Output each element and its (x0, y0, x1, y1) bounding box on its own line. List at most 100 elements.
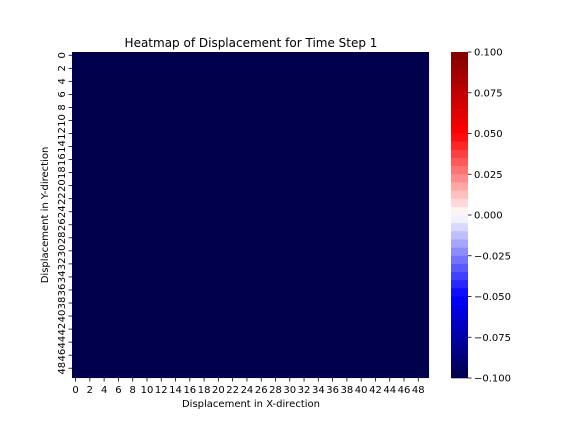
heatmap-cell (414, 58, 422, 66)
heatmap-cell (371, 306, 380, 313)
heatmap-cell (336, 65, 344, 72)
heatmap-cell (371, 52, 380, 59)
heatmap-cell (214, 280, 222, 287)
heatmap-cell (300, 162, 308, 170)
heatmap-cell (400, 215, 408, 222)
heatmap-cell (214, 358, 222, 366)
heatmap-cell (114, 260, 123, 268)
heatmap-cell (236, 299, 244, 307)
heatmap-cell (179, 364, 187, 372)
heatmap-cell (193, 195, 201, 203)
heatmap-cell (107, 136, 115, 144)
heatmap-cell (293, 195, 301, 203)
heatmap-cell (86, 260, 94, 268)
heatmap-cell (421, 104, 430, 111)
heatmap-cell (86, 306, 94, 313)
heatmap-cell (150, 338, 158, 346)
heatmap-cell (157, 195, 165, 203)
heatmap-cell (257, 306, 265, 313)
heatmap-cell (321, 254, 330, 261)
heatmap-cell (279, 299, 287, 307)
heatmap-cell (114, 351, 123, 359)
heatmap-cell (400, 117, 408, 124)
heatmap-cell (393, 319, 401, 326)
heatmap-cell (114, 241, 123, 248)
heatmap-cell (164, 188, 173, 196)
heatmap-cell (343, 201, 351, 209)
heatmap-cell (79, 312, 87, 320)
heatmap-cell (279, 136, 287, 144)
heatmap-cell (157, 280, 165, 287)
heatmap-cell (200, 123, 208, 131)
heatmap-cell (243, 130, 251, 137)
heatmap-cell (157, 162, 165, 170)
heatmap-cell (386, 123, 394, 131)
heatmap-cell (307, 110, 315, 118)
colorbar-band (451, 133, 468, 142)
heatmap-cell (250, 71, 258, 79)
heatmap-cell (364, 71, 372, 79)
heatmap-cell (293, 123, 301, 131)
heatmap-cell (343, 130, 351, 137)
heatmap-cell (414, 247, 422, 255)
heatmap-cell (171, 91, 180, 98)
heatmap-cell (386, 299, 394, 307)
heatmap-cell (193, 149, 201, 157)
heatmap-cell (100, 351, 108, 359)
colorbar-band (451, 239, 468, 248)
heatmap-cell (100, 58, 108, 66)
heatmap-cell (129, 175, 137, 183)
x-tick-label: 0 (72, 385, 78, 396)
heatmap-cell (221, 286, 230, 294)
heatmap-cell (107, 215, 115, 222)
heatmap-cell (164, 332, 173, 339)
y-tick-label: 14 (57, 140, 68, 153)
y-tick-label: 4 (57, 78, 68, 84)
heatmap-cell (200, 351, 208, 359)
heatmap-cell (250, 241, 258, 248)
heatmap-cell (329, 299, 337, 307)
heatmap-cell (321, 215, 330, 222)
heatmap-cell (350, 52, 358, 59)
heatmap-cell (264, 351, 272, 359)
heatmap-cell (193, 169, 201, 176)
heatmap-cell (407, 52, 415, 59)
heatmap-cell (357, 345, 365, 352)
heatmap-cell (329, 110, 337, 118)
heatmap-cell (72, 299, 80, 307)
heatmap-cell (407, 254, 415, 261)
heatmap-cell (271, 84, 280, 92)
heatmap-cell (386, 169, 394, 176)
heatmap-cell (129, 280, 137, 287)
heatmap-cell (371, 97, 380, 105)
heatmap-cell (350, 228, 358, 235)
heatmap-cell (129, 65, 137, 72)
heatmap-cell (93, 136, 101, 144)
heatmap-cell (407, 215, 415, 222)
heatmap-cell (400, 228, 408, 235)
heatmap-cell (314, 273, 322, 281)
heatmap-cell (250, 156, 258, 163)
heatmap-cell (279, 143, 287, 150)
heatmap-cell (129, 188, 137, 196)
heatmap-cell (193, 65, 201, 72)
heatmap-cell (72, 332, 80, 339)
heatmap-cell (236, 52, 244, 59)
heatmap-cell (421, 254, 430, 261)
heatmap-cell (129, 91, 137, 98)
heatmap-cell (186, 169, 194, 176)
heatmap-cell (293, 182, 301, 189)
colorbar-tick-label: 0.050 (474, 129, 503, 140)
x-tick-label: 4 (101, 385, 107, 396)
heatmap-cell (407, 221, 415, 229)
heatmap-cell (307, 254, 315, 261)
heatmap-cell (229, 182, 237, 189)
heatmap-cell (171, 371, 180, 379)
heatmap-cell (121, 136, 130, 144)
heatmap-cell (379, 208, 387, 216)
heatmap-cell (100, 364, 108, 372)
heatmap-cell (264, 208, 272, 216)
heatmap-cell (257, 188, 265, 196)
heatmap-cell (371, 280, 380, 287)
heatmap-cell (193, 71, 201, 79)
